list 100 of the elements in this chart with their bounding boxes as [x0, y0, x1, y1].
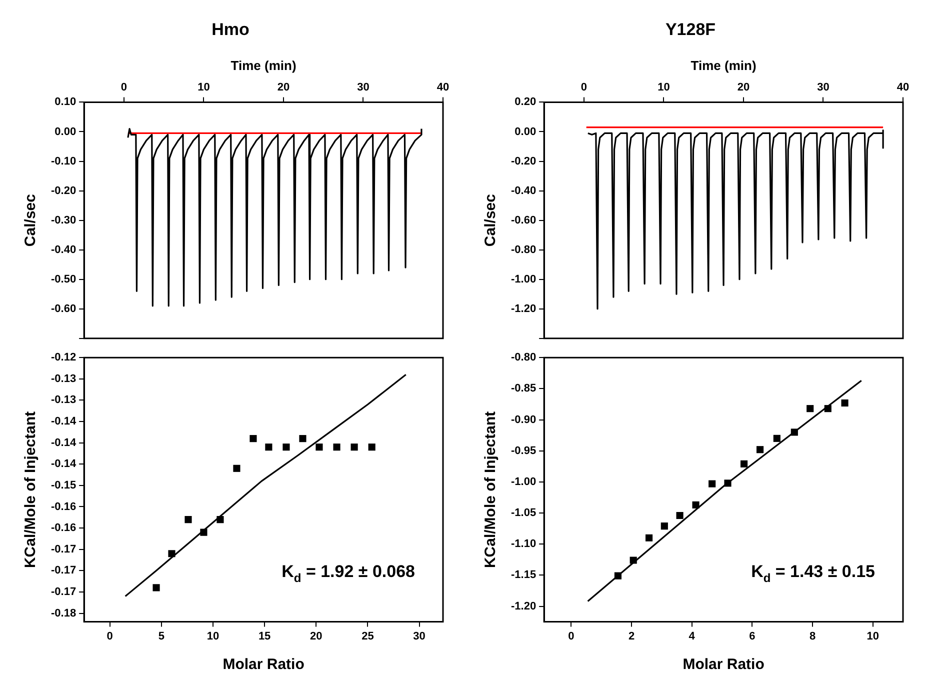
point: [756, 446, 764, 454]
x-tick-label: 30: [817, 82, 830, 94]
y-tick-label: -1.00: [510, 273, 536, 286]
x-tick-label: 6: [749, 630, 756, 642]
x-tick-label: 4: [688, 630, 696, 642]
point: [692, 501, 700, 508]
point: [216, 516, 224, 524]
point: [676, 512, 684, 520]
x-tick-label: 20: [277, 82, 290, 94]
x-axis-title: Time (min): [690, 58, 756, 73]
y-tick-label: -0.14: [50, 436, 77, 449]
point: [184, 516, 192, 524]
y-tick-label: -0.85: [510, 382, 536, 395]
y-tick-label: 0.20: [514, 96, 536, 108]
point: [168, 550, 176, 558]
x-tick-label: 30: [357, 82, 370, 94]
point: [316, 444, 323, 451]
x-tick-label: 2: [628, 630, 635, 642]
x-tick-label: 0: [106, 630, 113, 642]
y-axis-title: Cal/sec: [482, 194, 500, 247]
y-tick-label: -0.80: [510, 352, 536, 364]
x-tick-label: 10: [658, 82, 670, 94]
x-tick-label: 30: [413, 630, 426, 642]
y-tick-label: -0.16: [50, 522, 76, 534]
y-tick-label: -1.20: [510, 302, 536, 315]
y-tick-label: 0.10: [54, 96, 76, 108]
x-tick-label: 10: [198, 82, 210, 94]
chart-title: Y128F: [665, 20, 716, 39]
y-tick-label: -1.15: [510, 569, 536, 582]
y-axis-title: KCal/Mole of Injectant: [22, 411, 40, 568]
y-tick-label: -0.20: [50, 184, 76, 197]
point: [630, 556, 637, 564]
point: [152, 584, 160, 592]
point: [841, 399, 848, 407]
x-tick-label: 20: [310, 630, 322, 642]
y-tick-label: -0.13: [50, 372, 76, 385]
x-tick-label: 0: [580, 82, 588, 94]
x-tick-label: 15: [258, 630, 271, 642]
x-axis-title: Molar Ratio: [682, 656, 764, 674]
x-tick-label: 5: [158, 630, 164, 642]
point: [740, 460, 748, 468]
y-tick-label: -0.17: [50, 586, 76, 598]
y-tick-label: -0.13: [50, 394, 76, 406]
y-tick-label: -1.05: [510, 507, 536, 520]
y-tick-label: -0.60: [50, 302, 76, 315]
x-tick-label: 10: [206, 630, 220, 642]
y-axis-title: Cal/sec: [22, 194, 40, 247]
y-tick-label: -1.20: [510, 600, 536, 612]
point: [250, 435, 257, 442]
chart-title: Hmo: [212, 20, 250, 39]
y-tick-label: -1.00: [510, 476, 536, 488]
point: [790, 428, 798, 436]
point: [368, 444, 376, 451]
x-tick-label: 20: [737, 82, 750, 94]
point: [200, 528, 208, 536]
y-tick-label: -0.15: [50, 479, 76, 492]
x-axis-title: Time (min): [230, 58, 296, 73]
y-tick-label: -0.10: [50, 155, 76, 168]
y-tick-label: -0.30: [50, 214, 76, 226]
point: [350, 444, 358, 451]
point: [806, 405, 814, 412]
point: [333, 444, 340, 451]
x-tick-label: 40: [896, 82, 910, 94]
point: [724, 480, 732, 487]
point: [660, 522, 668, 530]
point: [708, 480, 716, 488]
x-tick-label: 0: [120, 82, 128, 94]
y-tick-label: -0.17: [50, 543, 76, 556]
point: [282, 444, 290, 451]
y-tick-label: -0.50: [50, 273, 76, 286]
point: [773, 434, 780, 442]
y-tick-label: -0.20: [510, 155, 536, 168]
y-tick-label: -0.40: [50, 244, 76, 256]
x-tick-label: 0: [568, 630, 574, 642]
point: [824, 405, 832, 412]
y-tick-label: -0.12: [50, 352, 76, 364]
y-tick-label: -0.90: [510, 414, 536, 426]
y-tick-label: -0.14: [50, 458, 77, 470]
point: [646, 534, 653, 542]
y-tick-label: -0.17: [50, 564, 76, 577]
y-tick-label: -0.18: [50, 607, 76, 620]
x-tick-label: 10: [866, 630, 879, 642]
x-tick-label: 40: [436, 82, 450, 94]
x-tick-label: 8: [809, 630, 816, 642]
point: [233, 464, 240, 472]
x-tick-label: 25: [362, 630, 374, 642]
y-tick-label: -0.95: [510, 444, 536, 457]
y-tick-label: -0.16: [50, 500, 76, 513]
y-tick-label: -0.40: [510, 184, 536, 197]
y-tick-label: -0.60: [510, 214, 536, 226]
y-tick-label: 0.00: [54, 126, 76, 138]
point: [265, 444, 272, 451]
point: [299, 435, 306, 442]
y-tick-label: -0.80: [510, 244, 536, 256]
y-tick-label: 0.00: [514, 126, 536, 138]
y-tick-label: -0.14: [50, 416, 77, 428]
y-axis-title: KCal/Mole of Injectant: [482, 411, 500, 568]
x-axis-title: Molar Ratio: [222, 656, 304, 674]
point: [614, 572, 622, 580]
y-tick-label: -1.10: [510, 538, 536, 550]
